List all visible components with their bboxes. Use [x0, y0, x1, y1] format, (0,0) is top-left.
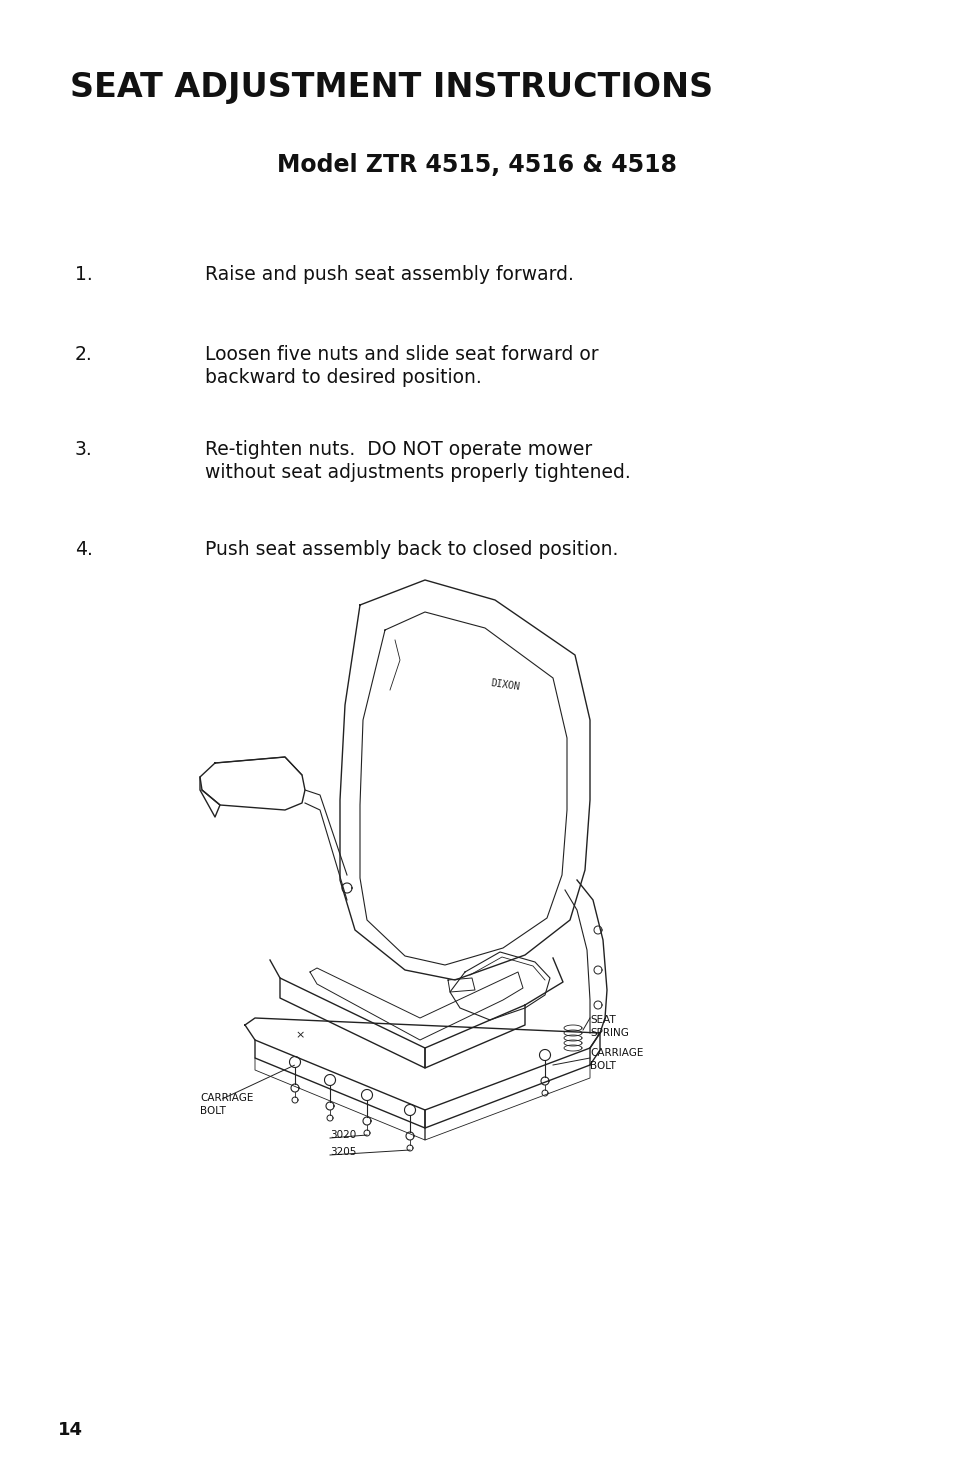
Text: backward to desired position.: backward to desired position.	[205, 367, 481, 386]
Text: SEAT
SPRING: SEAT SPRING	[589, 1015, 628, 1038]
Text: SEAT ADJUSTMENT INSTRUCTIONS: SEAT ADJUSTMENT INSTRUCTIONS	[70, 71, 713, 105]
Text: Model ZTR 4515, 4516 & 4518: Model ZTR 4515, 4516 & 4518	[276, 153, 677, 177]
Text: Re-tighten nuts.  DO NOT operate mower: Re-tighten nuts. DO NOT operate mower	[205, 440, 592, 459]
Text: Loosen five nuts and slide seat forward or: Loosen five nuts and slide seat forward …	[205, 345, 598, 364]
Text: 4.: 4.	[75, 540, 92, 559]
Text: without seat adjustments properly tightened.: without seat adjustments properly tighte…	[205, 463, 630, 482]
Text: ×: ×	[295, 1030, 304, 1040]
Text: 3020: 3020	[330, 1130, 355, 1140]
Text: 2.: 2.	[75, 345, 92, 364]
Text: 3.: 3.	[75, 440, 92, 459]
Text: 1.: 1.	[75, 266, 92, 285]
Text: 3205: 3205	[330, 1148, 356, 1156]
Text: CARRIAGE
BOLT: CARRIAGE BOLT	[589, 1049, 642, 1071]
Text: 14: 14	[58, 1420, 83, 1440]
Text: Raise and push seat assembly forward.: Raise and push seat assembly forward.	[205, 266, 574, 285]
Text: CARRIAGE
BOLT: CARRIAGE BOLT	[200, 1093, 253, 1117]
Text: DIXON: DIXON	[489, 678, 519, 692]
Text: Push seat assembly back to closed position.: Push seat assembly back to closed positi…	[205, 540, 618, 559]
